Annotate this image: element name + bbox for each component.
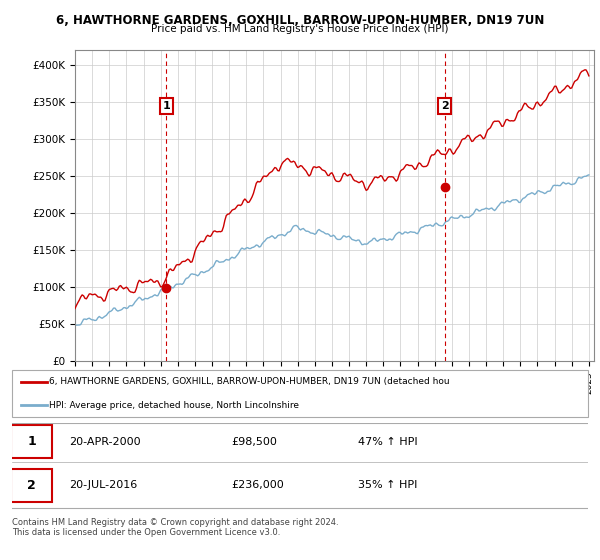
Text: 1: 1 (163, 101, 170, 111)
Text: Contains HM Land Registry data © Crown copyright and database right 2024.
This d: Contains HM Land Registry data © Crown c… (12, 518, 338, 538)
Text: 20-APR-2000: 20-APR-2000 (70, 437, 141, 447)
Text: 6, HAWTHORNE GARDENS, GOXHILL, BARROW-UPON-HUMBER, DN19 7UN (detached hou: 6, HAWTHORNE GARDENS, GOXHILL, BARROW-UP… (49, 377, 450, 386)
Text: HPI: Average price, detached house, North Lincolnshire: HPI: Average price, detached house, Nort… (49, 401, 299, 410)
Text: 6, HAWTHORNE GARDENS, GOXHILL, BARROW-UPON-HUMBER, DN19 7UN: 6, HAWTHORNE GARDENS, GOXHILL, BARROW-UP… (56, 14, 544, 27)
FancyBboxPatch shape (12, 370, 588, 417)
Text: 1: 1 (27, 435, 36, 449)
Text: Price paid vs. HM Land Registry's House Price Index (HPI): Price paid vs. HM Land Registry's House … (151, 24, 449, 34)
Text: £236,000: £236,000 (231, 480, 284, 491)
Text: 20-JUL-2016: 20-JUL-2016 (70, 480, 138, 491)
Text: £98,500: £98,500 (231, 437, 277, 447)
Text: 47% ↑ HPI: 47% ↑ HPI (358, 437, 417, 447)
Text: 2: 2 (441, 101, 449, 111)
Text: 35% ↑ HPI: 35% ↑ HPI (358, 480, 417, 491)
FancyBboxPatch shape (11, 469, 52, 502)
Text: 2: 2 (27, 479, 36, 492)
FancyBboxPatch shape (11, 426, 52, 459)
